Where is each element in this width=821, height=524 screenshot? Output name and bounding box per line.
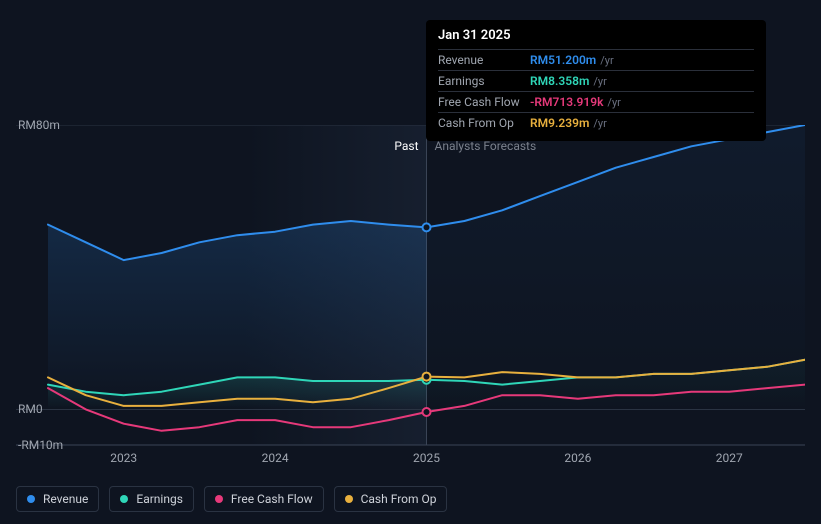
tooltip-row-unit: /yr — [593, 117, 606, 130]
region-label-forecast: Analysts Forecasts — [435, 139, 537, 153]
region-label-past: Past — [394, 139, 418, 153]
xtick-label: 2024 — [262, 451, 289, 465]
legend-item-label: Free Cash Flow — [231, 492, 313, 506]
legend-item-cfo[interactable]: Cash From Op — [334, 486, 448, 512]
tooltip-row-value: RM8.358m — [530, 74, 589, 88]
tooltip-row-label: Revenue — [438, 53, 530, 67]
xtick-label: 2023 — [110, 451, 137, 465]
tooltip-row: RevenueRM51.200m/yr — [438, 49, 754, 70]
tooltip-row-value: -RM713.919k — [530, 95, 603, 109]
marker-cfo — [423, 373, 431, 381]
legend-item-earnings[interactable]: Earnings — [109, 486, 194, 512]
xtick-label: 2026 — [564, 451, 591, 465]
legend-item-revenue[interactable]: Revenue — [16, 486, 99, 512]
ytick-label: -RM10m — [18, 438, 63, 452]
ytick-label: RM80m — [18, 118, 60, 132]
legend: Revenue Earnings Free Cash Flow Cash From O… — [16, 486, 447, 512]
chart-svg — [16, 125, 805, 470]
legend-dot-icon — [120, 495, 128, 503]
tooltip-row-unit: /yr — [600, 54, 613, 67]
marker-fcf — [423, 408, 431, 416]
legend-item-fcf[interactable]: Free Cash Flow — [204, 486, 324, 512]
tooltip-row-value: RM51.200m — [530, 53, 596, 67]
tooltip-row-label: Free Cash Flow — [438, 95, 530, 109]
tooltip-date: Jan 31 2025 — [438, 28, 754, 43]
tooltip-row-label: Cash From Op — [438, 116, 530, 130]
legend-item-label: Earnings — [136, 492, 183, 506]
tooltip-row-label: Earnings — [438, 74, 530, 88]
legend-dot-icon — [27, 495, 35, 503]
tooltip-row-unit: /yr — [593, 75, 606, 88]
legend-dot-icon — [215, 495, 223, 503]
tooltip-row-unit: /yr — [607, 96, 620, 109]
chart-area: RM80mRM0-RM10m 20232024202520262027 Past… — [16, 125, 805, 464]
legend-dot-icon — [345, 495, 353, 503]
tooltip-row: Free Cash Flow-RM713.919k/yr — [438, 91, 754, 112]
legend-item-label: Cash From Op — [361, 492, 437, 506]
tooltip-row: Cash From OpRM9.239m/yr — [438, 112, 754, 133]
tooltip-row: EarningsRM8.358m/yr — [438, 70, 754, 91]
xtick-label: 2025 — [413, 451, 440, 465]
marker-revenue — [423, 223, 431, 231]
xtick-label: 2027 — [716, 451, 743, 465]
ytick-label: RM0 — [18, 402, 43, 416]
tooltip-row-value: RM9.239m — [530, 116, 589, 130]
legend-item-label: Revenue — [43, 492, 88, 506]
chart-tooltip: Jan 31 2025 RevenueRM51.200m/yrEarningsR… — [426, 20, 766, 141]
